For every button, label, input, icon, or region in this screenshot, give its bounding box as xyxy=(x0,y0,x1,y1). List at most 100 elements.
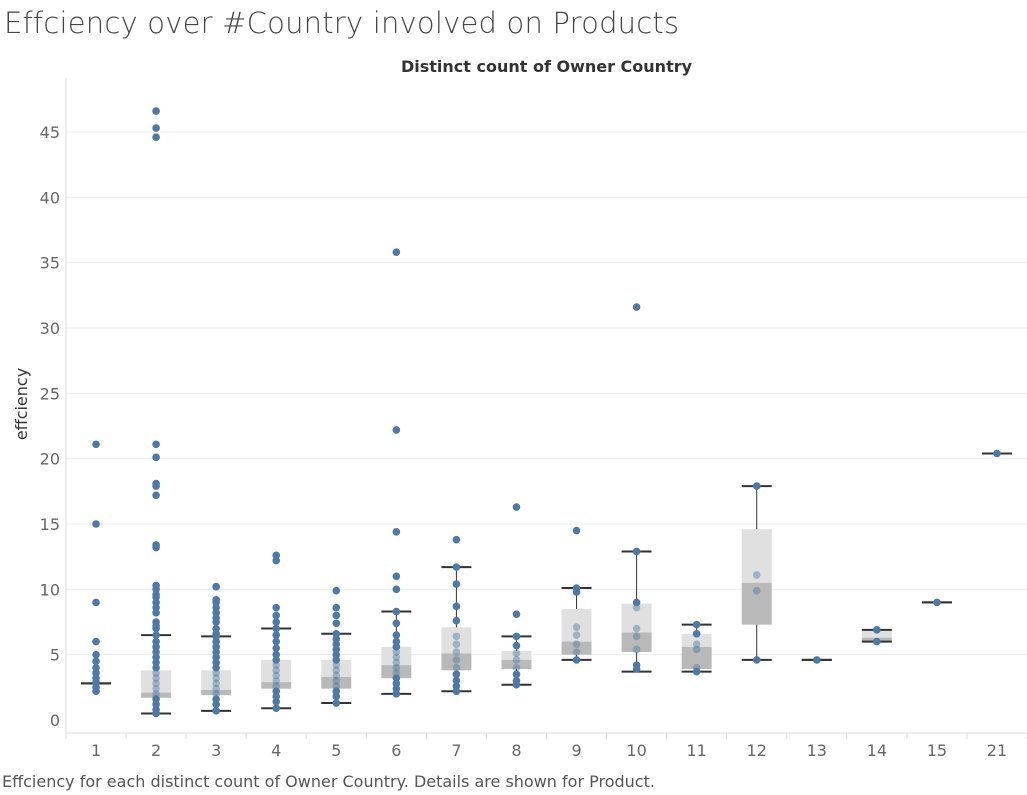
data-point xyxy=(392,637,401,646)
y-tick-label: 25 xyxy=(40,384,60,403)
box-lower xyxy=(741,582,772,625)
data-point xyxy=(212,582,220,591)
box-upper xyxy=(381,646,412,666)
data-point xyxy=(752,656,761,664)
data-point xyxy=(692,667,701,676)
data-point xyxy=(152,609,160,617)
data-point xyxy=(212,674,220,682)
y-tick-label: 5 xyxy=(50,646,60,665)
data-point xyxy=(152,440,160,449)
data-point xyxy=(632,598,641,607)
y-axis-label: effciency xyxy=(12,368,31,440)
y-tick-label: 30 xyxy=(40,319,60,338)
y-tick-label: 15 xyxy=(40,515,60,534)
data-point xyxy=(332,692,341,701)
data-point xyxy=(332,661,341,669)
data-point xyxy=(272,631,281,639)
data-point xyxy=(212,624,220,633)
box-lower xyxy=(141,692,172,698)
data-point xyxy=(512,641,521,650)
data-point xyxy=(212,648,220,656)
data-point xyxy=(512,649,521,658)
data-point xyxy=(332,640,341,649)
x-tick-label: 6 xyxy=(391,741,401,760)
data-point xyxy=(92,687,100,696)
x-tick-label: 10 xyxy=(626,741,646,760)
box-upper xyxy=(741,529,772,583)
data-point xyxy=(332,645,341,654)
data-point xyxy=(632,624,641,633)
data-point xyxy=(392,426,401,434)
data-point xyxy=(212,653,220,662)
data-point xyxy=(392,648,401,656)
data-point xyxy=(692,645,701,654)
data-point xyxy=(332,699,341,707)
data-point xyxy=(152,648,160,656)
data-point xyxy=(392,679,401,688)
data-point xyxy=(512,670,521,679)
data-point xyxy=(272,556,281,565)
data-point xyxy=(392,585,401,594)
data-point xyxy=(212,690,220,698)
y-tick-label: 40 xyxy=(40,188,60,207)
box-lower xyxy=(381,665,412,679)
data-point xyxy=(212,684,220,693)
data-point xyxy=(332,677,341,685)
data-point xyxy=(272,618,281,626)
y-tick-label: 35 xyxy=(40,254,60,273)
data-point xyxy=(272,551,281,560)
data-point xyxy=(212,609,220,617)
data-point xyxy=(452,580,461,588)
data-point xyxy=(452,563,461,571)
data-point xyxy=(212,632,220,641)
box-upper xyxy=(561,608,592,642)
data-point xyxy=(392,653,401,662)
data-point xyxy=(152,631,160,639)
x-tick-labels: 1 2 3 4 5 6 7 8 9 10 11 12 13 14 15 21 xyxy=(91,741,1007,760)
box-upper xyxy=(261,659,292,683)
data-point xyxy=(452,677,461,685)
data-point xyxy=(152,543,160,552)
data-point xyxy=(512,680,521,689)
data-point xyxy=(572,623,581,632)
data-point xyxy=(392,528,401,536)
box-upper xyxy=(141,670,172,693)
box-lower xyxy=(681,646,712,670)
data-point xyxy=(152,482,160,490)
data-point xyxy=(152,690,160,698)
data-point xyxy=(392,248,401,257)
data-point xyxy=(92,669,100,677)
x-tick-label: 15 xyxy=(927,741,947,760)
data-point xyxy=(452,632,461,641)
data-point xyxy=(212,658,220,667)
data-point xyxy=(152,624,160,633)
x-tick-label: 1 xyxy=(91,741,101,760)
box-upper xyxy=(441,627,472,654)
box-lower xyxy=(621,632,652,653)
data-point xyxy=(92,657,100,665)
data-point xyxy=(152,658,160,667)
data-point xyxy=(332,671,341,680)
data-point xyxy=(392,631,401,639)
data-point xyxy=(272,611,281,620)
data-point xyxy=(452,648,461,656)
data-point xyxy=(332,603,341,612)
data-point xyxy=(392,619,401,628)
data-point xyxy=(993,449,1001,458)
data-point xyxy=(452,535,461,544)
gridlines xyxy=(66,131,1027,656)
box-lower xyxy=(561,641,592,655)
data-point xyxy=(272,697,281,706)
box-upper xyxy=(321,659,352,677)
data-point xyxy=(152,643,160,651)
data-point xyxy=(212,669,220,677)
box-lower xyxy=(321,676,352,689)
data-point xyxy=(332,611,341,620)
data-point xyxy=(632,645,641,654)
page-title: Effciency over #Country involved on Prod… xyxy=(4,6,680,40)
data-point xyxy=(152,679,160,688)
data-point xyxy=(332,619,341,628)
data-point xyxy=(452,687,461,696)
data-point xyxy=(272,677,281,685)
